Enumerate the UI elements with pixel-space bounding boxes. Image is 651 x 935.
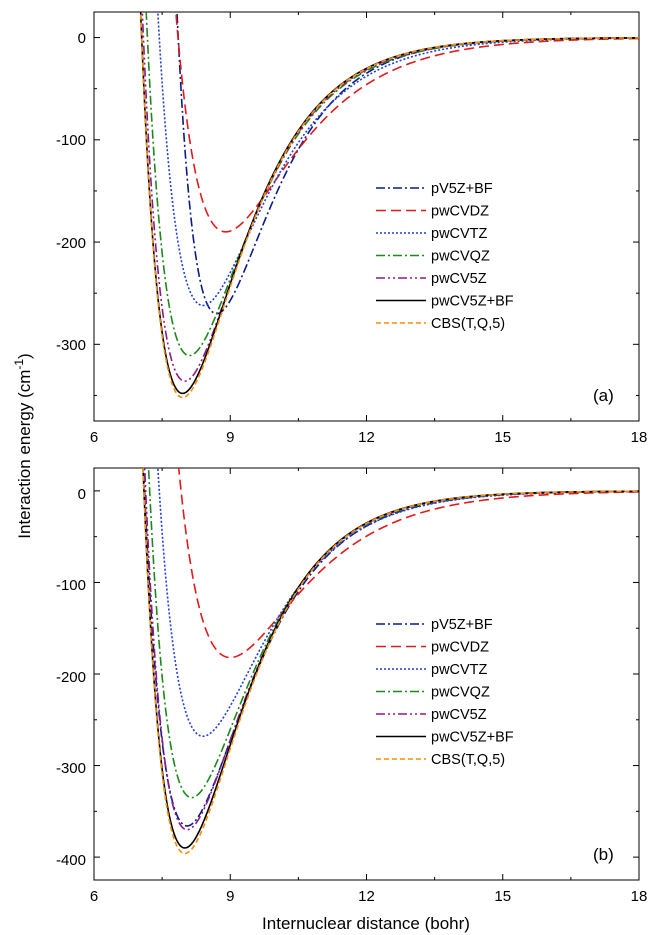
series-line bbox=[176, 12, 639, 315]
legend-label: pwCVQZ bbox=[431, 249, 490, 265]
x-tick-label: 12 bbox=[358, 888, 375, 905]
x-tick-label: 18 bbox=[631, 888, 648, 905]
panel-b: 6 9 12 15 18 0 -100 -200 -300 -400 pV5Z+… bbox=[56, 467, 648, 905]
x-tick-label: 15 bbox=[494, 888, 511, 905]
x-tick-label: 12 bbox=[358, 429, 375, 446]
series-line bbox=[142, 468, 639, 849]
series-line bbox=[157, 468, 639, 738]
panel-label-a: (a) bbox=[593, 386, 614, 405]
panel-a-legend: pV5Z+BF pwCVDZ pwCVTZ pwCVQZ pwCV5Z pwCV5Z+BF… bbox=[376, 181, 514, 332]
series-line bbox=[157, 12, 639, 307]
y-axis-title: Interaction energy (cm-1) bbox=[12, 353, 34, 538]
y-tick-label: 0 bbox=[78, 30, 86, 47]
series-line bbox=[142, 468, 639, 827]
panel-a-y-tick-labels: 0 -100 -200 -300 bbox=[56, 30, 86, 354]
legend-label: pwCV5Z bbox=[431, 707, 487, 723]
y-axis-title-superscript: -1 bbox=[12, 359, 26, 370]
x-tick-label: 6 bbox=[90, 429, 98, 446]
series-line bbox=[147, 468, 639, 799]
legend-label: CBS(T,Q,5) bbox=[431, 752, 505, 768]
panel-b-frame bbox=[93, 467, 640, 881]
panel-b-legend: pV5Z+BF pwCVDZ pwCVTZ pwCVQZ pwCV5Z pwCV5Z+BF… bbox=[376, 617, 514, 768]
x-tick-label: 15 bbox=[494, 429, 511, 446]
legend-label: pwCVQZ bbox=[431, 685, 490, 701]
y-tick-label: -300 bbox=[56, 337, 86, 354]
series-line bbox=[177, 468, 639, 659]
x-tick-label: 6 bbox=[90, 888, 98, 905]
y-tick-label: 0 bbox=[78, 486, 86, 503]
panel-a-curves bbox=[139, 12, 639, 399]
x-tick-label: 9 bbox=[226, 429, 234, 446]
y-tick-label: -400 bbox=[56, 852, 86, 869]
legend-label: pwCVTZ bbox=[431, 662, 488, 678]
legend-label: pwCVTZ bbox=[431, 226, 488, 242]
legend-label: pwCVDZ bbox=[431, 204, 489, 220]
panel-a: 6 9 12 15 18 0 -100 -200 -300 pV5Z+BF pwC… bbox=[56, 11, 648, 446]
x-tick-label: 18 bbox=[631, 429, 648, 446]
y-tick-label: -200 bbox=[56, 235, 86, 252]
y-axis-title-main: Interaction energy (cm bbox=[15, 370, 34, 539]
legend-label: pwCV5Z+BF bbox=[431, 730, 514, 746]
y-axis-title-suffix: ) bbox=[15, 353, 34, 359]
y-tick-label: -100 bbox=[56, 577, 86, 594]
panel-b-y-tick-labels: 0 -100 -200 -300 -400 bbox=[56, 486, 86, 869]
y-tick-label: -300 bbox=[56, 760, 86, 777]
y-tick-label: -200 bbox=[56, 669, 86, 686]
panel-b-x-tick-labels: 6 9 12 15 18 bbox=[90, 888, 648, 905]
panel-b-ticks bbox=[93, 468, 640, 880]
legend-label: pV5Z+BF bbox=[431, 181, 493, 197]
panel-b-curves bbox=[142, 468, 639, 855]
legend-label: pwCVDZ bbox=[431, 640, 489, 656]
panel-a-x-tick-labels: 6 9 12 15 18 bbox=[90, 429, 648, 446]
series-line bbox=[139, 12, 639, 399]
x-axis-title: Internuclear distance (bohr) bbox=[262, 914, 470, 933]
x-tick-label: 9 bbox=[226, 888, 234, 905]
legend-label: CBS(T,Q,5) bbox=[431, 316, 505, 332]
panel-label-b: (b) bbox=[593, 845, 614, 864]
y-tick-label: -100 bbox=[56, 132, 86, 149]
series-line bbox=[175, 12, 639, 233]
series-line bbox=[145, 12, 639, 357]
series-line bbox=[143, 468, 639, 831]
legend-label: pwCV5Z bbox=[431, 271, 487, 287]
panel-a-ticks bbox=[93, 12, 640, 421]
legend-label: pwCV5Z+BF bbox=[431, 294, 514, 310]
legend-label: pV5Z+BF bbox=[431, 617, 493, 633]
series-line bbox=[142, 468, 639, 855]
